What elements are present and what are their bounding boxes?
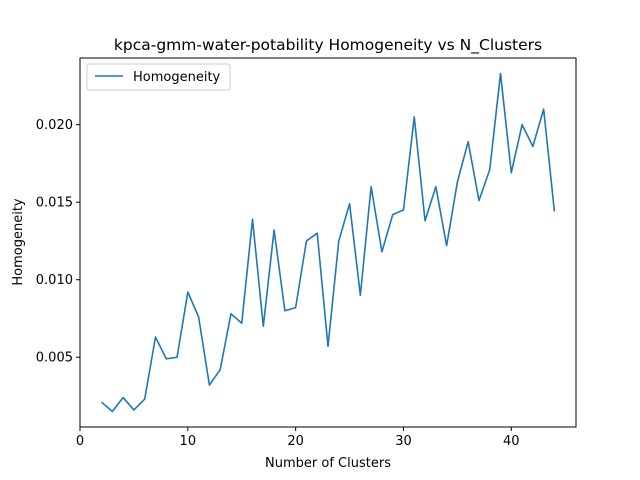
x-tick-label: 0 (76, 434, 84, 449)
y-tick-label: 0.020 (36, 118, 73, 133)
plot-area: 0 10 20 30 40 0.005 0.010 0.015 0.020 (36, 57, 577, 449)
x-tick-label: 20 (287, 434, 304, 449)
legend-label: Homogeneity (133, 70, 221, 85)
y-tick-label: 0.010 (36, 273, 73, 288)
series-line-0 (101, 72, 556, 413)
x-tick-label: 40 (503, 434, 520, 449)
legend: Homogeneity (86, 63, 231, 91)
legend-box (86, 63, 231, 91)
y-tick-label: 0.005 (36, 351, 73, 366)
y-axis-label: Homogeneity (11, 198, 26, 286)
y-tick-label: 0.015 (36, 196, 73, 211)
x-tick-label: 30 (395, 434, 412, 449)
axes-frame (79, 57, 577, 428)
x-tick-label: 10 (180, 434, 197, 449)
chart-title: kpca-gmm-water-potability Homogeneity vs… (114, 36, 542, 55)
x-axis-label: Number of Clusters (265, 456, 391, 471)
